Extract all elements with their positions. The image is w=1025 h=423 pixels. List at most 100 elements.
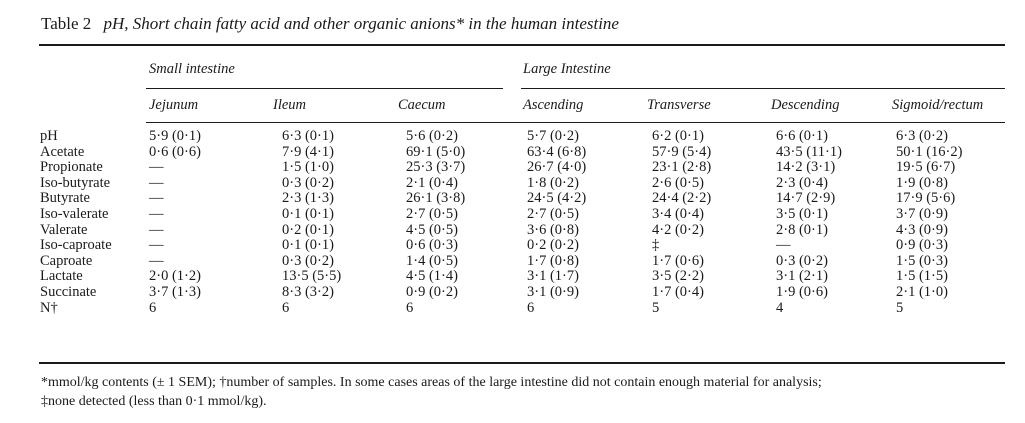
table-title: pH, Short chain fatty acid and other org… (103, 14, 619, 33)
table-cell: 2·7 (0·5) (406, 206, 458, 222)
table-cell: 0·6 (0·3) (406, 237, 458, 254)
table-cell: 3·1 (2·1) (776, 268, 828, 285)
table-cell: — (149, 252, 164, 269)
table-cell: 3·6 (0·8) (527, 221, 579, 238)
table-cell: 6·3 (0·2) (896, 128, 948, 144)
table-cell: — (149, 174, 164, 191)
table-cell: 25·3 (3·7) (406, 159, 466, 176)
table-cell: 6 (527, 299, 535, 316)
table-cell: 0·9 (0·2) (406, 284, 458, 300)
table-cell: 2·3 (0·4) (776, 174, 828, 191)
table-cell: 4·3 (0·9) (896, 221, 948, 238)
table-cell: 13·5 (5·5) (282, 268, 342, 285)
table-cell: 0·3 (0·2) (282, 174, 334, 191)
table-cell: 1·9 (0·8) (896, 174, 948, 191)
group-header-small-intestine: Small intestine (149, 61, 235, 77)
table-cell: 69·1 (5·0) (406, 143, 466, 160)
row-label: N† (40, 299, 58, 316)
group-rule-small (146, 88, 503, 89)
table-cell: 17·9 (5·6) (896, 190, 956, 207)
row-label: Acetate (40, 143, 85, 160)
table-cell: 0·2 (0·2) (527, 237, 579, 254)
table-cell: 3·1 (1·7) (527, 268, 579, 285)
table-cell: 6·6 (0·1) (776, 128, 828, 144)
column-header: Sigmoid/rectum (892, 97, 984, 113)
row-label: Caproate (40, 252, 93, 269)
table-cell: 6·2 (0·1) (652, 128, 704, 144)
table-cell: 4·5 (0·5) (406, 221, 458, 238)
table-cell: 1·4 (0·5) (406, 252, 458, 269)
table-cell: 0·9 (0·3) (896, 237, 948, 254)
group-rule-large (521, 88, 1005, 89)
table-cell: 5·7 (0·2) (527, 128, 579, 144)
table-cell: 7·9 (4·1) (282, 143, 334, 160)
table-cell: 3·5 (2·2) (652, 268, 704, 285)
table-cell: 63·4 (6·8) (527, 143, 587, 160)
table-cell: 3·1 (0·9) (527, 284, 579, 300)
table-cell: 6 (406, 299, 414, 316)
table-cell: 1·7 (0·4) (652, 284, 704, 300)
table-number: Table 2 (41, 14, 92, 33)
footnote-line-1: *mmol/kg contents (± 1 SEM); †number of … (41, 375, 822, 390)
table-cell: 1·9 (0·6) (776, 284, 828, 300)
table-cell: 0·6 (0·6) (149, 143, 201, 160)
table-cell: 14·7 (2·9) (776, 190, 836, 207)
table-cell: 24·5 (4·2) (527, 190, 587, 207)
table-cell: 0·2 (0·1) (282, 221, 334, 238)
group-header-large-intestine: Large Intestine (523, 61, 611, 77)
table-cell: 5 (896, 299, 904, 316)
table-cell: 2·7 (0·5) (527, 206, 579, 222)
table-cell: 24·4 (2·2) (652, 190, 712, 207)
table-cell: — (149, 190, 164, 207)
row-label: Iso-valerate (40, 206, 109, 222)
table-cell: — (149, 221, 164, 238)
table-cell: 2·1 (0·4) (406, 174, 458, 191)
header-rule (146, 122, 1005, 123)
table-cell: 1·7 (0·6) (652, 252, 704, 269)
table-cell: 6 (149, 299, 157, 316)
row-label: Propionate (40, 159, 103, 176)
table-caption: Table 2 pH, Short chain fatty acid and o… (41, 14, 619, 34)
column-header: Ascending (523, 97, 584, 113)
table-cell: 6·3 (0·1) (282, 128, 334, 144)
table-cell: 5 (652, 299, 660, 316)
row-label: Lactate (40, 268, 83, 285)
table-cell: 5·6 (0·2) (406, 128, 458, 144)
column-header: Caecum (398, 97, 446, 113)
table-cell: 4·2 (0·2) (652, 221, 704, 238)
table-cell: 3·5 (0·1) (776, 206, 828, 222)
table-cell: 23·1 (2·8) (652, 159, 712, 176)
top-rule (39, 44, 1005, 46)
table-cell: 14·2 (3·1) (776, 159, 836, 176)
table-cell: 2·0 (1·2) (149, 268, 201, 285)
table-cell: ‡ (652, 237, 660, 254)
table-cell: 2·6 (0·5) (652, 174, 704, 191)
table-cell: 4 (776, 299, 784, 316)
bottom-rule (39, 362, 1005, 364)
table-cell: 0·3 (0·2) (282, 252, 334, 269)
row-label: Iso-caproate (40, 237, 112, 254)
table-cell: 0·1 (0·1) (282, 206, 334, 222)
table-cell: — (149, 159, 164, 176)
table-cell: — (149, 206, 164, 222)
table-cell: 1·5 (1·0) (282, 159, 334, 176)
table-cell: 5·9 (0·1) (149, 128, 201, 144)
table-cell: 1·7 (0·8) (527, 252, 579, 269)
column-header: Ileum (273, 97, 307, 113)
table-cell: 3·7 (0·9) (896, 206, 948, 222)
table-cell: 19·5 (6·7) (896, 159, 956, 176)
table-cell: 26·7 (4·0) (527, 159, 587, 176)
row-label: pH (40, 128, 58, 144)
footnote-line-2: ‡none detected (less than 0·1 mmol/kg). (41, 394, 267, 409)
table-cell: — (149, 237, 164, 254)
table-cell: 1·5 (0·3) (896, 252, 948, 269)
table-cell: 2·1 (1·0) (896, 284, 948, 300)
table-cell: 2·3 (1·3) (282, 190, 334, 207)
column-header: Transverse (647, 97, 711, 113)
table-cell: 4·5 (1·4) (406, 268, 458, 285)
table-cell: 6 (282, 299, 290, 316)
table-cell: — (776, 237, 791, 254)
column-header: Descending (771, 97, 840, 113)
table-cell: 2·8 (0·1) (776, 221, 828, 238)
